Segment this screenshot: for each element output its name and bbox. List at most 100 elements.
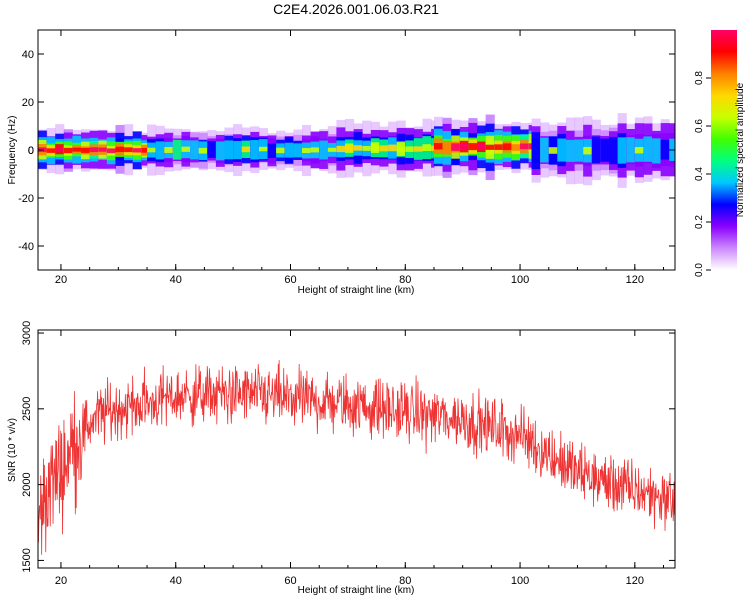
heatmap-cell xyxy=(520,143,530,150)
x-tick-label: 120 xyxy=(626,575,644,587)
x-tick-label: 100 xyxy=(511,575,529,587)
heatmap-cell xyxy=(557,138,567,162)
x-tick-label: 120 xyxy=(626,274,644,286)
heatmap-cell xyxy=(468,143,478,151)
x-tick-label: 80 xyxy=(399,575,411,587)
heatmap-cell xyxy=(345,145,355,152)
y-tick-label: -20 xyxy=(18,193,34,205)
heatmap-cell xyxy=(301,148,312,154)
heatmap-y-label: Frequency (Hz) xyxy=(7,116,18,185)
heatmap-cell xyxy=(626,137,636,163)
colorbar-label: Normalized spectral amplitude xyxy=(735,82,746,217)
x-tick-label: 40 xyxy=(170,575,182,587)
heatmap-cell xyxy=(396,146,406,152)
snr-x-label: Height of straight line (km) xyxy=(298,585,415,596)
heatmap-cell xyxy=(362,145,372,151)
heatmap-cell xyxy=(224,140,234,160)
colorbar-tick-label: 0.0 xyxy=(694,263,705,277)
y-tick-label: -40 xyxy=(18,241,34,253)
heatmap-cell xyxy=(207,141,217,158)
heatmap-cell xyxy=(634,147,644,154)
heatmap-cell xyxy=(55,146,65,152)
x-tick-label: 60 xyxy=(284,575,296,587)
heatmap-cell xyxy=(172,139,182,160)
heatmap-cell xyxy=(459,143,469,151)
heatmap-cell xyxy=(485,144,495,150)
heatmap-cell xyxy=(233,140,243,160)
heatmap-cell xyxy=(609,136,619,165)
heatmap-cell xyxy=(106,148,116,154)
x-tick-label: 60 xyxy=(284,274,296,286)
x-tick-label: 20 xyxy=(55,575,67,587)
heatmap-cell xyxy=(258,146,269,152)
colorbar-tick-label: 0.2 xyxy=(694,215,705,229)
heatmap-cell xyxy=(215,141,226,161)
heatmap-cell xyxy=(617,137,627,164)
heatmap-cell xyxy=(531,138,541,163)
heatmap-cell xyxy=(132,148,142,153)
heatmap-cell xyxy=(583,146,593,155)
heatmap-cell xyxy=(293,143,303,158)
heatmap-cell xyxy=(164,147,174,153)
heatmap-cell xyxy=(574,139,584,162)
heatmap-cell xyxy=(267,143,277,159)
heatmap-cell xyxy=(451,143,461,151)
x-tick-label: 80 xyxy=(399,274,411,286)
y-tick-label: 20 xyxy=(22,97,34,109)
heatmap-cell xyxy=(388,144,398,152)
heatmap-cell xyxy=(190,140,200,160)
colorbar: 0.0 0.2 0.4 0.6 0.8 Normalized spectral ampl… xyxy=(694,30,746,277)
heatmap-cell xyxy=(548,147,558,154)
heatmap-cell xyxy=(327,147,337,152)
heatmap-cell xyxy=(319,140,329,160)
heatmap-cell xyxy=(652,138,662,164)
heatmap-cell xyxy=(413,146,423,152)
snr-plot-area xyxy=(38,330,675,568)
x-tick-label: 40 xyxy=(170,274,182,286)
heatmap-cell xyxy=(600,138,610,162)
heatmap-cell xyxy=(591,136,601,164)
y-tick-label: 2500 xyxy=(21,397,33,421)
heatmap-cell xyxy=(442,144,452,151)
heatmap-cell xyxy=(63,147,73,154)
heatmap-cell xyxy=(643,136,653,162)
heatmap-cell xyxy=(540,137,550,163)
heatmap-cell xyxy=(147,147,157,153)
heatmap-cell xyxy=(241,146,251,153)
heatmap-cell xyxy=(72,147,82,152)
x-tick-label: 100 xyxy=(511,274,529,286)
colorbar-ticks: 0.0 0.2 0.4 0.6 0.8 xyxy=(694,71,711,277)
y-tick-label: 1500 xyxy=(21,548,33,572)
heatmap-cell xyxy=(141,147,148,153)
heatmap-cell xyxy=(370,144,380,151)
heatmap-cell xyxy=(115,146,125,153)
heatmap-cell xyxy=(511,144,521,151)
snr-series-line xyxy=(37,360,676,555)
heatmap-cell xyxy=(379,145,389,152)
heatmap-cell xyxy=(502,143,512,151)
heatmap-cell xyxy=(250,139,260,160)
colorbar-tick-label: 0.4 xyxy=(694,167,705,181)
snr-panel: 20 40 60 80 100 120 1500 2000 2500 3000 Height o… xyxy=(7,321,676,596)
figure-title: C2E4.2026.001.06.03.R21 xyxy=(273,1,439,17)
snr-y-label: SNR (10 * v/v) xyxy=(7,418,18,482)
heatmap-cell xyxy=(89,147,99,153)
snr-frame xyxy=(37,329,676,569)
heatmap-x-ticks: 20 40 60 80 100 120 xyxy=(55,30,665,286)
heatmap-cell xyxy=(660,139,670,160)
snr-x-ticks: 20 40 60 80 100 120 xyxy=(55,330,665,587)
heatmap-cell xyxy=(565,139,576,162)
heatmap-cell xyxy=(284,142,294,158)
heatmap-cell xyxy=(198,147,208,154)
heatmap-cell xyxy=(431,145,435,151)
heatmap-cell xyxy=(528,143,533,150)
x-tick-label: 20 xyxy=(55,274,67,286)
heatmap-x-label: Height of straight line (km) xyxy=(298,285,415,296)
y-tick-label: 40 xyxy=(22,49,34,61)
heatmap-cell xyxy=(46,148,56,153)
heatmap-cell xyxy=(422,144,432,152)
y-tick-label: 0 xyxy=(28,145,34,157)
heatmap-cell xyxy=(433,143,444,150)
